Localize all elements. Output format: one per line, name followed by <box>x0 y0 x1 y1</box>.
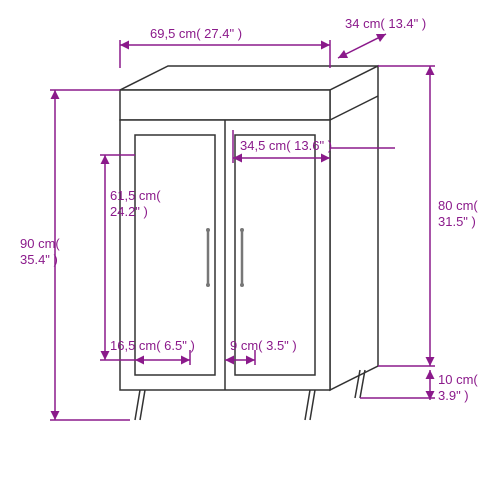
dim-upper-b: 31.5" ) <box>438 214 476 229</box>
dim-width-top: 69,5 cm( 27.4" ) <box>150 26 242 41</box>
dim-shelf: 34,5 cm( 13.6" ) <box>240 138 332 153</box>
dim-gap-left: 16,5 cm( 6.5" ) <box>110 338 195 353</box>
dim-height-left-a: 90 cm( <box>20 236 60 251</box>
dim-leg-b: 3.9" ) <box>438 388 469 403</box>
dim-inner-a: 61,5 cm( <box>110 188 161 203</box>
dim-height-left-b: 35.4" ) <box>20 252 58 267</box>
cabinet-dimension-diagram: 69,5 cm( 27.4" ) 34 cm( 13.4" ) 90 cm( 3… <box>0 0 500 500</box>
dim-depth-top: 34 cm( 13.4" ) <box>345 16 426 31</box>
dim-gap-right: 9 cm( 3.5" ) <box>230 338 297 353</box>
dim-upper-a: 80 cm( <box>438 198 478 213</box>
dim-inner-b: 24.2" ) <box>110 204 148 219</box>
dim-leg-a: 10 cm( <box>438 372 478 387</box>
